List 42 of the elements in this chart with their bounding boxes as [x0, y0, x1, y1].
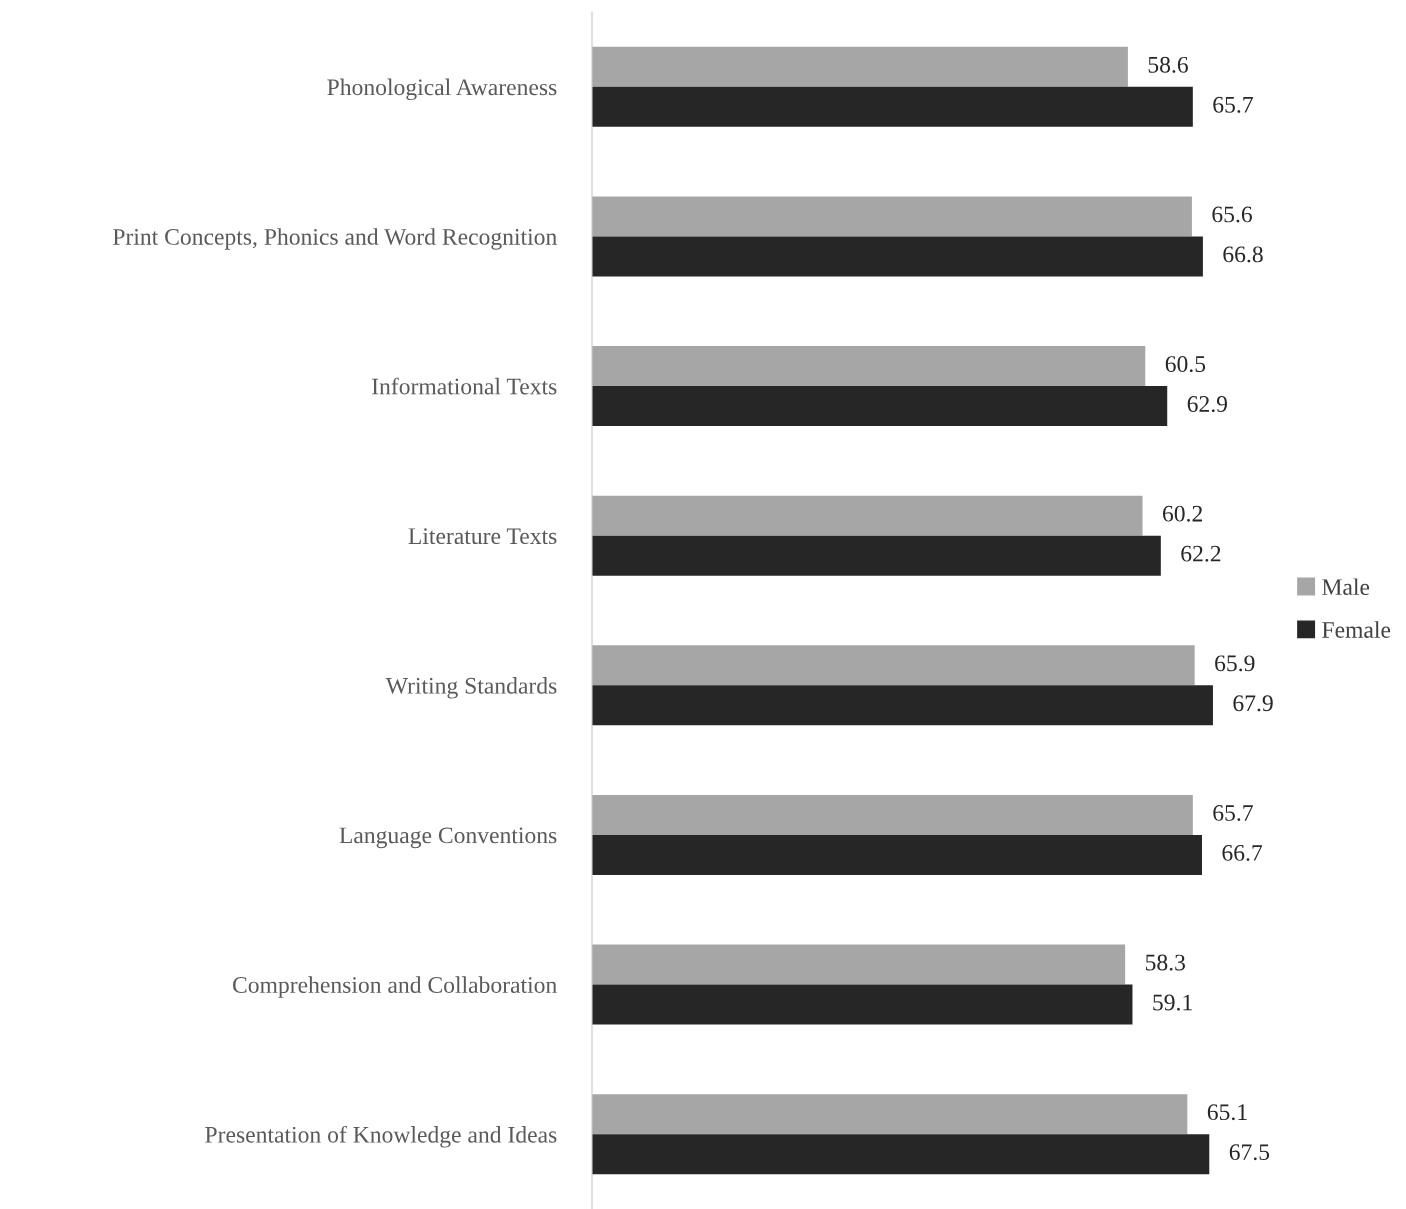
data-label: 59.1 — [1153, 994, 1192, 1011]
data-label: 67.5 — [1229, 1144, 1270, 1161]
legend-label: Female — [1322, 621, 1391, 638]
bar — [592, 346, 1146, 387]
data-label: 67.9 — [1233, 695, 1273, 712]
data-label: 62.2 — [1181, 545, 1221, 562]
y-tick-label: Print Concepts, Phonics and Word Recognition — [113, 228, 557, 250]
bar — [592, 984, 1133, 1025]
y-tick-label: Language Conventions — [339, 827, 557, 849]
bar — [592, 86, 1193, 127]
data-label: 62.9 — [1187, 396, 1228, 413]
data-label: 65.7 — [1213, 805, 1253, 821]
data-label: 60.5 — [1165, 356, 1206, 373]
data-label: 65.1 — [1207, 1104, 1247, 1121]
bar — [592, 46, 1128, 87]
data-label: 66.7 — [1222, 844, 1263, 861]
bar — [592, 236, 1203, 277]
bar — [592, 196, 1192, 237]
bar — [592, 834, 1202, 875]
data-label: 58.3 — [1145, 954, 1185, 971]
data-label: 65.6 — [1212, 206, 1252, 223]
data-label: 58.6 — [1148, 56, 1188, 73]
bar — [592, 794, 1193, 835]
bar — [592, 495, 1143, 536]
bar — [592, 944, 1126, 985]
y-tick-label: Presentation of Knowledge and Ideas — [205, 1125, 557, 1148]
data-label: 60.2 — [1162, 505, 1202, 522]
data-label: 66.8 — [1223, 246, 1263, 263]
y-tick-label: Informational Texts — [372, 377, 557, 395]
data-label: 65.9 — [1215, 655, 1255, 672]
y-tick-label: Phonological Awareness — [327, 78, 557, 101]
bar — [592, 1134, 1210, 1175]
bar — [592, 386, 1168, 427]
y-tick-label: Literature Texts — [408, 528, 557, 545]
bar — [592, 645, 1195, 686]
legend-label: Male — [1322, 578, 1370, 596]
y-tick-label: Comprehension and Collaboration — [232, 976, 557, 998]
bar — [592, 535, 1161, 576]
data-label: 65.7 — [1213, 96, 1253, 113]
y-tick-label: Writing Standards — [385, 677, 557, 699]
bar — [592, 1094, 1188, 1135]
bar — [592, 685, 1213, 726]
